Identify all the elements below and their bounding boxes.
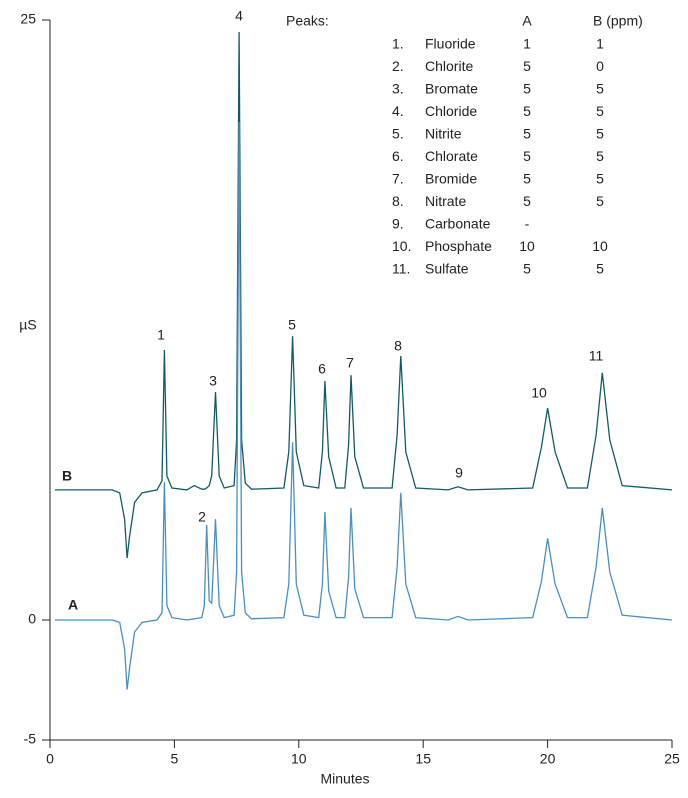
table-cell: 5 — [596, 81, 604, 97]
peak-label: 2 — [198, 509, 206, 525]
x-tick-label: 5 — [171, 751, 179, 767]
table-cell: 6. — [392, 148, 404, 164]
y-axis-label: µS — [19, 317, 36, 333]
y-tick-label: -5 — [24, 731, 37, 747]
table-header: B (ppm) — [593, 13, 643, 29]
x-axis-label: Minutes — [320, 771, 369, 787]
table-cell: 5 — [523, 193, 531, 209]
table-cell: 5 — [596, 171, 604, 187]
table-cell: 5 — [596, 261, 604, 277]
y-tick-label: 0 — [28, 611, 36, 627]
peak-label: 1 — [157, 327, 165, 343]
x-tick-label: 0 — [46, 751, 54, 767]
table-cell: - — [525, 216, 530, 232]
table-cell: Carbonate — [425, 216, 491, 232]
table-cell: 1 — [523, 36, 531, 52]
table-cell: Bromide — [425, 171, 477, 187]
y-tick-label: 25 — [20, 11, 36, 27]
table-cell: Bromate — [425, 81, 478, 97]
table-cell: 9. — [392, 216, 404, 232]
table-cell: Chlorite — [425, 58, 473, 74]
table-cell: 10 — [519, 238, 535, 254]
table-title: Peaks: — [286, 13, 329, 29]
table-cell: 1. — [392, 36, 404, 52]
peak-label: 8 — [394, 338, 402, 354]
table-cell: 8. — [392, 193, 404, 209]
table-cell: 5 — [523, 126, 531, 142]
peak-label: 7 — [346, 355, 354, 371]
peak-label: 10 — [531, 385, 547, 401]
table-cell: 0 — [596, 58, 604, 74]
table-cell: 10 — [592, 238, 608, 254]
peak-label: 4 — [235, 8, 243, 24]
series-line — [55, 121, 673, 690]
table-cell: 5 — [523, 148, 531, 164]
peak-label: 6 — [318, 361, 326, 377]
series-label: B — [62, 468, 72, 484]
table-cell: 11. — [392, 261, 410, 277]
table-cell: Phosphate — [425, 238, 492, 254]
table-cell: 7. — [392, 171, 404, 187]
table-cell: Chloride — [425, 103, 477, 119]
table-cell: 5. — [392, 126, 404, 142]
table-cell: 4. — [392, 103, 404, 119]
peak-label: 5 — [288, 317, 296, 333]
x-tick-label: 10 — [291, 751, 307, 767]
series-label: A — [68, 597, 78, 613]
table-cell: Chlorate — [425, 148, 478, 164]
series-line — [55, 31, 673, 559]
table-cell: 5 — [596, 126, 604, 142]
x-tick-label: 15 — [415, 751, 431, 767]
table-cell: 2. — [392, 58, 404, 74]
table-cell: Nitrate — [425, 193, 466, 209]
x-tick-label: 20 — [540, 751, 556, 767]
x-tick-label: 25 — [664, 751, 680, 767]
table-cell: 3. — [392, 81, 404, 97]
table-header: A — [522, 13, 532, 29]
table-cell: 10. — [392, 238, 411, 254]
table-cell: 5 — [523, 103, 531, 119]
table-cell: 1 — [596, 36, 604, 52]
peak-label: 11 — [589, 348, 604, 364]
table-cell: 5 — [523, 171, 531, 187]
peak-label: 3 — [209, 373, 217, 389]
table-cell: 5 — [523, 58, 531, 74]
table-cell: 5 — [596, 148, 604, 164]
table-cell: 5 — [523, 81, 531, 97]
table-cell: 5 — [523, 261, 531, 277]
table-cell: Sulfate — [425, 261, 469, 277]
table-cell: Fluoride — [425, 36, 476, 52]
peak-label: 9 — [455, 465, 463, 481]
table-cell: 5 — [596, 103, 604, 119]
table-cell: Nitrite — [425, 126, 462, 142]
table-cell: 5 — [596, 193, 604, 209]
